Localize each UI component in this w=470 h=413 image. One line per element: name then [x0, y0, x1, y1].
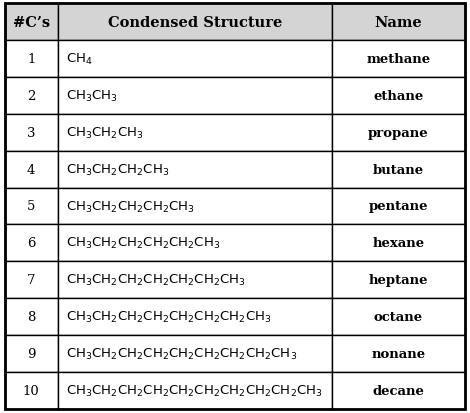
Bar [5, 299, 58, 335]
Bar [332, 4, 465, 41]
Bar [5, 262, 58, 299]
Bar [58, 114, 332, 151]
Bar [5, 188, 58, 225]
Bar [332, 372, 465, 409]
Bar [332, 151, 465, 188]
Bar [5, 78, 58, 114]
Text: $\mathregular{CH_{3}CH_{2}CH_{2}CH_{3}}$: $\mathregular{CH_{3}CH_{2}CH_{2}CH_{3}}$ [66, 162, 169, 177]
Bar [332, 188, 465, 225]
Bar [5, 114, 58, 151]
Bar [58, 335, 332, 372]
Bar [58, 262, 332, 299]
Text: $\mathregular{CH_{3}CH_{3}}$: $\mathregular{CH_{3}CH_{3}}$ [66, 88, 118, 104]
Bar [58, 299, 332, 335]
Text: #C’s: #C’s [13, 16, 50, 29]
Text: nonane: nonane [371, 347, 425, 360]
Text: $\mathregular{CH_{3}CH_{2}CH_{2}CH_{2}CH_{2}CH_{2}CH_{2}CH_{2}CH_{2}CH_{3}}$: $\mathregular{CH_{3}CH_{2}CH_{2}CH_{2}CH… [66, 383, 323, 398]
Text: hexane: hexane [372, 237, 424, 250]
Bar [58, 41, 332, 78]
Bar [332, 335, 465, 372]
Text: pentane: pentane [369, 200, 428, 213]
Bar [332, 225, 465, 262]
Text: 6: 6 [27, 237, 35, 250]
Text: 10: 10 [23, 384, 39, 397]
Bar [5, 335, 58, 372]
Bar [58, 4, 332, 41]
Text: $\mathregular{CH_{4}}$: $\mathregular{CH_{4}}$ [66, 52, 93, 67]
Bar [58, 372, 332, 409]
Bar [58, 151, 332, 188]
Text: decane: decane [373, 384, 424, 397]
Bar [5, 225, 58, 262]
Bar [5, 151, 58, 188]
Text: 3: 3 [27, 126, 35, 140]
Text: propane: propane [368, 126, 429, 140]
Text: $\mathregular{CH_{3}CH_{2}CH_{2}CH_{2}CH_{2}CH_{3}}$: $\mathregular{CH_{3}CH_{2}CH_{2}CH_{2}CH… [66, 236, 220, 251]
Text: $\mathregular{CH_{3}CH_{2}CH_{2}CH_{2}CH_{2}CH_{2}CH_{2}CH_{3}}$: $\mathregular{CH_{3}CH_{2}CH_{2}CH_{2}CH… [66, 309, 272, 325]
Text: 2: 2 [27, 90, 35, 102]
Text: $\mathregular{CH_{3}CH_{2}CH_{2}CH_{2}CH_{3}}$: $\mathregular{CH_{3}CH_{2}CH_{2}CH_{2}CH… [66, 199, 195, 214]
Text: methane: methane [367, 53, 431, 66]
Bar [58, 188, 332, 225]
Bar [332, 299, 465, 335]
Text: Name: Name [375, 16, 423, 29]
Text: 9: 9 [27, 347, 35, 360]
Text: octane: octane [374, 311, 423, 323]
Bar [5, 372, 58, 409]
Bar [332, 41, 465, 78]
Text: ethane: ethane [373, 90, 423, 102]
Text: 5: 5 [27, 200, 35, 213]
Bar [332, 262, 465, 299]
Text: butane: butane [373, 163, 424, 176]
Text: $\mathregular{CH_{3}CH_{2}CH_{2}CH_{2}CH_{2}CH_{2}CH_{2}CH_{2}CH_{3}}$: $\mathregular{CH_{3}CH_{2}CH_{2}CH_{2}CH… [66, 346, 298, 361]
Bar [58, 78, 332, 114]
Text: 4: 4 [27, 163, 35, 176]
Text: $\mathregular{CH_{3}CH_{2}CH_{2}CH_{2}CH_{2}CH_{2}CH_{3}}$: $\mathregular{CH_{3}CH_{2}CH_{2}CH_{2}CH… [66, 273, 246, 287]
Bar [332, 78, 465, 114]
Bar [5, 41, 58, 78]
Text: heptane: heptane [369, 273, 428, 287]
Text: 1: 1 [27, 53, 35, 66]
Text: 8: 8 [27, 311, 35, 323]
Bar [58, 225, 332, 262]
Text: Condensed Structure: Condensed Structure [108, 16, 282, 29]
Bar [332, 114, 465, 151]
Text: 7: 7 [27, 273, 35, 287]
Text: $\mathregular{CH_{3}CH_{2}CH_{3}}$: $\mathregular{CH_{3}CH_{2}CH_{3}}$ [66, 126, 144, 140]
Bar [5, 4, 58, 41]
